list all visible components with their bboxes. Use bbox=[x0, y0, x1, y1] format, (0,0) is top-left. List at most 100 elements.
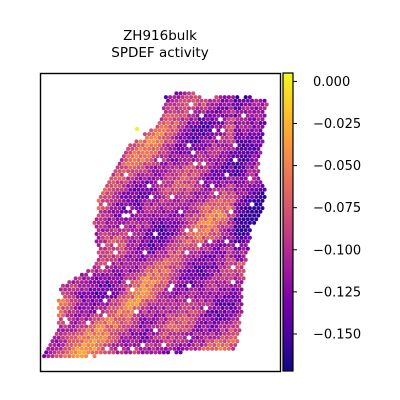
spot bbox=[195, 150, 200, 155]
spot bbox=[58, 339, 63, 344]
spot bbox=[149, 165, 154, 170]
spot bbox=[212, 239, 217, 244]
spot bbox=[174, 143, 179, 148]
spot bbox=[155, 124, 160, 129]
spot bbox=[142, 294, 147, 299]
spot bbox=[203, 128, 208, 133]
spot bbox=[241, 158, 246, 162]
spot bbox=[235, 317, 240, 322]
spot bbox=[193, 124, 198, 129]
spot bbox=[155, 272, 160, 277]
spot bbox=[199, 143, 204, 148]
spot bbox=[109, 309, 114, 314]
spot bbox=[203, 261, 208, 266]
spot bbox=[252, 146, 257, 151]
spot bbox=[113, 280, 118, 285]
spot bbox=[216, 335, 221, 340]
spot bbox=[174, 113, 179, 118]
spot bbox=[79, 317, 84, 322]
spot bbox=[65, 283, 70, 288]
spot bbox=[178, 232, 183, 236]
spot bbox=[218, 102, 223, 107]
spot bbox=[176, 213, 181, 218]
spot bbox=[161, 291, 166, 296]
spot bbox=[142, 302, 147, 307]
spot bbox=[231, 183, 236, 188]
spot bbox=[195, 276, 200, 281]
spot bbox=[226, 176, 231, 181]
spot bbox=[235, 183, 240, 188]
spot bbox=[136, 239, 141, 244]
spot bbox=[155, 206, 160, 211]
spot bbox=[130, 161, 135, 166]
spot bbox=[168, 146, 173, 151]
spot bbox=[226, 117, 231, 122]
spot bbox=[178, 283, 183, 288]
spot bbox=[56, 320, 61, 325]
spot bbox=[166, 343, 170, 347]
spot bbox=[50, 346, 55, 351]
spot bbox=[203, 283, 208, 288]
spot bbox=[140, 246, 145, 251]
spot bbox=[166, 239, 170, 244]
spot bbox=[187, 165, 191, 170]
spot bbox=[239, 235, 244, 240]
spot bbox=[208, 172, 212, 177]
spot bbox=[138, 154, 143, 159]
spot bbox=[105, 228, 110, 233]
spot bbox=[159, 132, 164, 137]
spot bbox=[199, 128, 204, 133]
spot bbox=[124, 298, 128, 303]
spot bbox=[193, 206, 198, 211]
spot bbox=[138, 161, 143, 166]
spot bbox=[245, 224, 250, 229]
spot bbox=[239, 169, 244, 174]
spot bbox=[191, 187, 196, 192]
spot bbox=[243, 206, 248, 211]
spot bbox=[155, 220, 160, 225]
spot bbox=[182, 187, 187, 192]
spot bbox=[75, 280, 80, 285]
spot bbox=[203, 165, 208, 170]
spot bbox=[262, 106, 267, 111]
spot bbox=[184, 146, 189, 151]
spot bbox=[100, 206, 105, 211]
spot bbox=[222, 183, 227, 188]
spot bbox=[220, 195, 225, 199]
spot bbox=[130, 154, 135, 159]
spot bbox=[216, 269, 221, 273]
spot bbox=[189, 346, 194, 351]
spot bbox=[140, 143, 145, 148]
spot bbox=[222, 154, 227, 159]
spot bbox=[163, 146, 168, 151]
spot bbox=[218, 139, 223, 144]
spot bbox=[189, 169, 194, 174]
spot bbox=[166, 306, 170, 310]
spot bbox=[189, 324, 194, 329]
spot bbox=[184, 95, 189, 100]
spot bbox=[229, 106, 233, 111]
spot bbox=[105, 198, 110, 203]
spot bbox=[157, 350, 162, 355]
spot bbox=[107, 328, 112, 333]
spot bbox=[172, 213, 177, 218]
spot bbox=[115, 276, 120, 281]
spot bbox=[151, 139, 156, 144]
spot bbox=[138, 287, 143, 292]
spot bbox=[98, 195, 103, 199]
spot bbox=[218, 124, 223, 129]
spot bbox=[235, 220, 240, 225]
spot bbox=[113, 272, 118, 277]
spot bbox=[210, 346, 215, 351]
spot bbox=[201, 235, 206, 240]
spot bbox=[199, 187, 204, 192]
spot bbox=[218, 198, 223, 203]
spot bbox=[168, 206, 173, 211]
spot bbox=[189, 161, 194, 166]
spot bbox=[113, 183, 118, 188]
spot bbox=[172, 250, 177, 255]
spot bbox=[170, 254, 175, 259]
spot bbox=[115, 172, 120, 177]
spot bbox=[201, 213, 206, 218]
spot bbox=[98, 254, 103, 259]
